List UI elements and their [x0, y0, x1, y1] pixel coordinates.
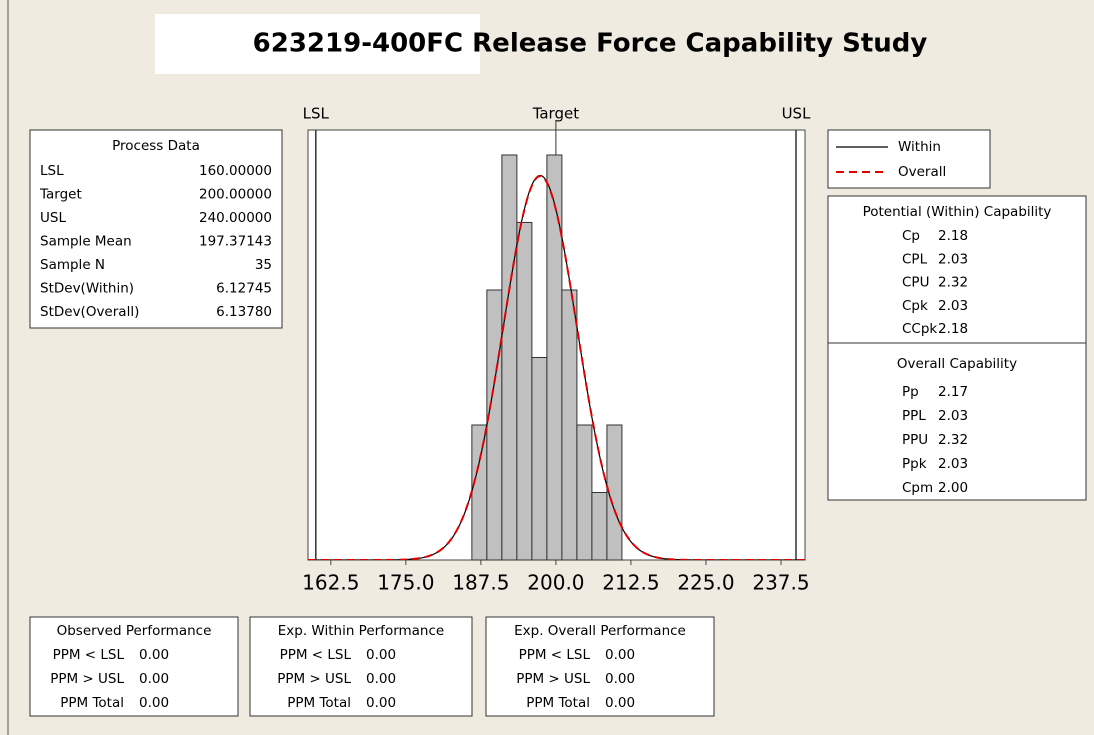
legend-label: Overall [898, 164, 946, 180]
info-box [827, 195, 1087, 344]
row-value: 0.00 [139, 647, 169, 663]
row-value: 35 [255, 257, 272, 273]
row-label: CPU [902, 275, 929, 291]
box-title: Exp. Overall Performance [514, 623, 686, 639]
row-value: 0.00 [605, 695, 635, 711]
histogram-bar [561, 289, 578, 561]
row-label: PPU [902, 432, 928, 448]
row-label: Target [39, 187, 82, 203]
row-value: 0.00 [366, 671, 396, 687]
histogram-bar [486, 289, 503, 561]
histogram-bar [546, 154, 563, 561]
row-value: 0.00 [605, 647, 635, 663]
legend-box [827, 129, 991, 189]
box-title: Potential (Within) Capability [863, 204, 1052, 220]
histogram-bar [606, 424, 623, 561]
distribution-curve [308, 175, 805, 560]
box-title: Overall Capability [897, 356, 1017, 372]
row-label: PPM < LSL [280, 647, 352, 663]
row-label: PPM > USL [277, 671, 351, 687]
row-label: Cpm [902, 480, 933, 496]
box-title: Process Data [112, 138, 200, 154]
row-label: PPM < LSL [53, 647, 125, 663]
row-value: 0.00 [366, 647, 396, 663]
row-value: 2.00 [938, 480, 968, 496]
row-label: USL [40, 210, 66, 226]
row-value: 240.00000 [199, 210, 272, 226]
info-box [827, 342, 1087, 501]
x-tick-label: 200.0 [527, 571, 584, 595]
row-value: 0.00 [605, 671, 635, 687]
x-tick-label: 162.5 [302, 571, 359, 595]
row-label: StDev(Overall) [40, 304, 139, 320]
row-label: PPM Total [526, 695, 590, 711]
row-value: 197.37143 [199, 234, 272, 250]
row-value: 0.00 [139, 695, 169, 711]
row-value: 2.17 [938, 384, 968, 400]
row-label: Sample Mean [40, 234, 132, 250]
x-tick-label: 187.5 [452, 571, 509, 595]
row-value: 0.00 [139, 671, 169, 687]
row-value: 2.18 [938, 228, 968, 244]
info-box [249, 616, 473, 717]
row-value: 2.32 [938, 275, 968, 291]
histogram-bar [576, 424, 593, 561]
spec-label: LSL [303, 105, 330, 123]
x-tick-label: 175.0 [377, 571, 434, 595]
histogram-bar [471, 424, 488, 561]
histogram-bar [516, 221, 533, 561]
row-label: CCpk [902, 321, 937, 337]
row-value: 2.03 [938, 298, 968, 314]
row-value: 2.32 [938, 432, 968, 448]
row-value: 2.03 [938, 251, 968, 267]
row-label: Pp [902, 384, 919, 400]
row-value: 2.03 [938, 456, 968, 472]
row-label: PPM < LSL [519, 647, 591, 663]
row-label: Cpk [902, 298, 928, 314]
box-title: Exp. Within Performance [278, 623, 444, 639]
row-value: 200.00000 [199, 187, 272, 203]
row-label: LSL [40, 163, 64, 179]
x-tick-label: 237.5 [752, 571, 809, 595]
row-value: 160.00000 [199, 163, 272, 179]
histogram-bar [501, 154, 518, 561]
info-box [29, 616, 239, 717]
histogram-bar [591, 491, 608, 561]
row-label: CPL [902, 251, 928, 267]
row-value: 2.18 [938, 321, 968, 337]
spec-label: Target [532, 105, 580, 123]
box-title: Observed Performance [57, 623, 212, 639]
chart-title: 623219-400FC Release Force Capability St… [253, 29, 928, 59]
histogram-bar [531, 356, 548, 561]
row-value: 0.00 [366, 695, 396, 711]
row-label: StDev(Within) [40, 281, 134, 297]
info-box [29, 129, 283, 329]
row-label: Ppk [902, 456, 927, 472]
row-label: PPM Total [287, 695, 351, 711]
title-highlight [155, 14, 480, 74]
legend-label: Within [898, 139, 941, 155]
row-value: 6.12745 [216, 281, 272, 297]
row-label: PPM > USL [50, 671, 124, 687]
row-label: PPM Total [60, 695, 124, 711]
row-value: 6.13780 [216, 304, 272, 320]
row-label: PPM > USL [516, 671, 590, 687]
x-tick-label: 225.0 [677, 571, 734, 595]
row-label: Sample N [40, 257, 105, 273]
info-box [485, 616, 715, 717]
x-tick-label: 212.5 [602, 571, 659, 595]
row-value: 2.03 [938, 408, 968, 424]
row-label: PPL [902, 408, 926, 424]
row-label: Cp [902, 228, 920, 244]
spec-label: USL [782, 105, 812, 123]
